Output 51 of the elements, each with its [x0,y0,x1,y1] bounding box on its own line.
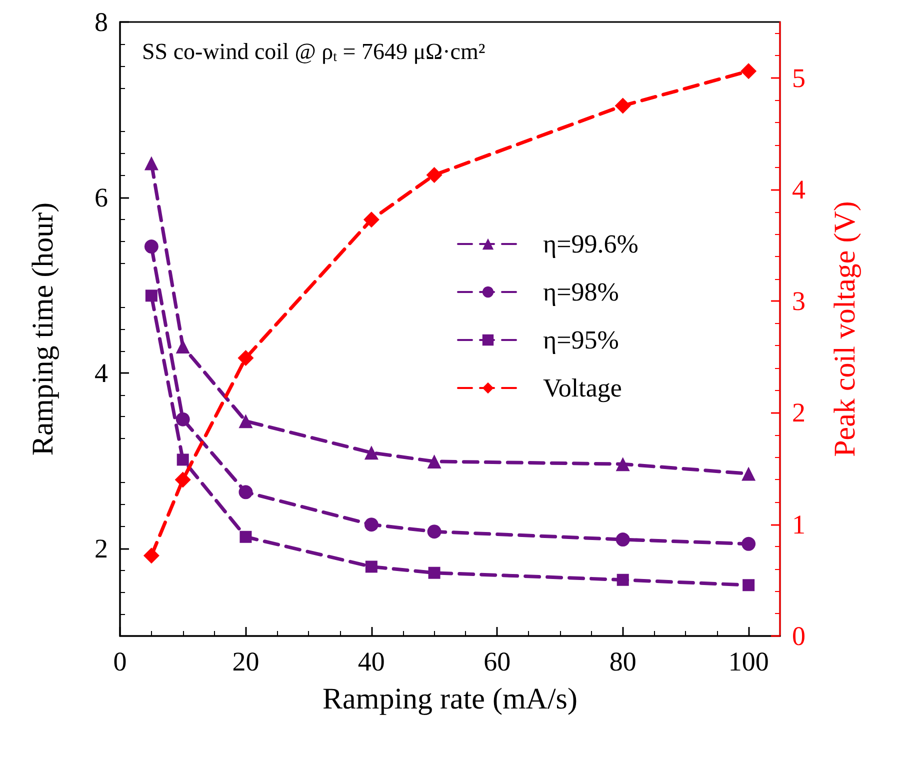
x-tick-label: 80 [609,646,636,676]
y-tick-label: 4 [94,358,108,388]
x-tick-label: 0 [113,646,127,676]
y2-tick-label: 2 [792,398,806,428]
point [240,530,252,543]
x-tick-label: 60 [484,646,511,676]
y2-tick-label: 1 [792,509,806,540]
point [143,548,160,564]
point [144,240,158,254]
y-tick-label: 6 [94,182,108,212]
point [616,532,630,547]
x-tick-label: 20 [232,646,260,676]
point [742,536,756,551]
point [176,340,190,354]
point [427,454,442,468]
y-axis-title: Ramping time (hour) [26,202,60,456]
legend-label: η=95% [543,326,619,354]
legend-label: η=99.6% [543,230,638,258]
point [238,485,253,500]
y-tick-label: 2 [94,533,108,564]
point [742,466,756,481]
point [176,454,189,466]
point [427,524,442,539]
point [428,566,440,579]
y2-tick-label: 0 [792,621,806,651]
legend-label: Voltage [543,374,622,402]
y2-tick-label: 4 [792,174,806,204]
point [174,472,191,488]
point [364,446,378,460]
point [238,350,254,366]
point [616,574,629,586]
y2-axis-title: Peak coil voltage (V) [828,201,862,457]
point [740,63,757,80]
point [145,290,158,302]
legend-label: η=98% [543,278,619,306]
x-tick-label: 100 [728,646,769,676]
point [176,412,190,426]
y2-tick-label: 5 [792,62,806,93]
x-axis-title: Ramping rate (mA/s) [322,682,578,716]
x-tick-label: 40 [358,646,385,676]
point [363,212,380,228]
y2-tick-label: 3 [792,286,806,316]
point [365,560,378,573]
point [364,518,378,532]
point [616,457,630,472]
point [614,98,631,114]
y-tick-label: 8 [94,7,108,37]
point [426,166,442,183]
point [144,156,158,170]
point [742,579,755,592]
point [238,414,253,428]
